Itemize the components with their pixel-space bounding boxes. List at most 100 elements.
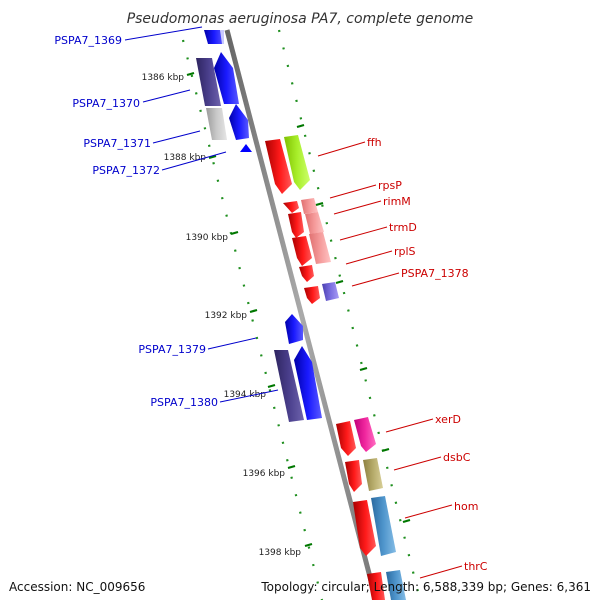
gene-label[interactable]: hom [454, 500, 478, 513]
tick-mark [304, 542, 313, 548]
gene-PSPA7_1371[interactable] [206, 104, 249, 140]
gene-label[interactable]: thrC [464, 560, 488, 573]
outer-tick [402, 518, 411, 524]
gene-labels-plus: ffh rpsP rimM trmD rplS PSPA7_1378 xerD … [367, 136, 488, 573]
gene-PSPA7_1369[interactable] [204, 30, 224, 44]
inner-dotted-track [181, 39, 324, 600]
gene-label[interactable]: ffh [367, 136, 382, 149]
tick-label: 1394 kbp [224, 390, 267, 400]
tick-label: 1388 kbp [164, 153, 207, 163]
callout-line [339, 226, 388, 241]
gene-arrow-PSPA7_1379[interactable] [285, 314, 303, 344]
gene-label[interactable]: PSPA7_1372 [92, 164, 160, 177]
gene-label[interactable]: xerD [435, 413, 461, 426]
gene-label[interactable]: PSPA7_1369 [54, 34, 122, 47]
gene-arrow-PSPA7_1370[interactable] [214, 52, 239, 104]
gene-arrow-PSPA7_1380[interactable] [294, 346, 322, 420]
callout-line [351, 272, 400, 287]
gene-arrow-rpsP-pink[interactable] [301, 198, 318, 214]
callout-line [317, 141, 366, 157]
gene-arrow-PSPA7_1371[interactable] [229, 104, 249, 140]
outer-tick [335, 279, 344, 285]
gene-label[interactable]: rpsP [378, 179, 402, 192]
gene-label[interactable]: dsbC [443, 451, 471, 464]
callout-line [385, 418, 434, 433]
gene-hom[interactable] [353, 496, 396, 556]
gene-label[interactable]: PSPA7_1371 [83, 137, 151, 150]
tick-label: 1396 kbp [243, 469, 286, 479]
tick-mark [267, 383, 276, 389]
tick-mark [208, 154, 217, 160]
outer-tick [381, 447, 390, 453]
gene-arrow-thrC-steel[interactable] [386, 570, 406, 600]
gene-label[interactable]: rimM [383, 195, 411, 208]
gene-label[interactable]: trmD [389, 221, 417, 234]
gene-arrow-PSPA7_1378[interactable] [304, 286, 320, 304]
tick-mark [249, 308, 258, 314]
outer-tick-group [296, 123, 411, 524]
callout-lines [124, 26, 463, 579]
callout-line [124, 26, 203, 41]
tick-mark [186, 71, 195, 77]
gene-arrow-trmD-pink[interactable] [309, 232, 331, 264]
gene-label[interactable]: PSPA7_1380 [150, 396, 218, 409]
genome-summary-text: Topology: circular; Length: 6,588,339 bp… [261, 580, 591, 594]
gene-PSPA7_1370[interactable] [196, 52, 239, 106]
outer-tick [315, 201, 324, 207]
gene-arrow-PSPA7_1372[interactable] [240, 144, 252, 152]
callout-line [419, 565, 463, 579]
gene-arrow-trmD[interactable] [292, 236, 312, 266]
gene-arrow-PSPA7_1378-violet[interactable] [322, 282, 339, 301]
gene-PSPA7_1378[interactable] [304, 282, 339, 304]
gene-arrow-ffh-lime[interactable] [284, 135, 310, 190]
callout-line [161, 151, 227, 171]
gene-rpsP-rimM[interactable] [283, 198, 324, 238]
gene-labels-minus: PSPA7_1369 PSPA7_1370 PSPA7_1371 PSPA7_1… [54, 34, 218, 409]
gene-arrow-rpsP[interactable] [283, 201, 299, 213]
tick-label: 1392 kbp [205, 311, 248, 321]
gene-arrow-ffh[interactable] [265, 139, 292, 194]
gene-PSPA7_1379[interactable] [285, 314, 303, 344]
callout-line [142, 89, 191, 103]
gene-label[interactable]: PSPA7_1378 [401, 267, 469, 280]
tick-label: 1398 kbp [259, 548, 302, 558]
gene-arrow-PSPA7_1380-dark[interactable] [274, 350, 304, 422]
gene-label[interactable]: PSPA7_1379 [138, 343, 206, 356]
gene-arrow-hom-steel[interactable] [371, 496, 396, 556]
gene-arrow-PSPA7_1369[interactable] [204, 30, 224, 44]
gene-arrow-dsbC-khaki[interactable] [363, 458, 383, 491]
gene-arrow-dsbC[interactable] [345, 460, 362, 492]
genome-title: Pseudomonas aeruginosa PA7, complete gen… [127, 11, 474, 27]
gene-dsbC[interactable] [345, 458, 383, 492]
gene-label[interactable]: PSPA7_1370 [72, 97, 140, 110]
tick-label: 1390 kbp [186, 233, 229, 243]
gene-ffh[interactable] [265, 135, 310, 194]
gene-arrow-rimM[interactable] [288, 212, 304, 238]
gene-thrC[interactable] [367, 570, 406, 600]
callout-line [329, 184, 377, 199]
gene-trmD-rplS[interactable] [292, 232, 331, 282]
gene-arrow-thrC[interactable] [367, 572, 385, 600]
gene-arrow-PSPA7_1370-dark[interactable] [196, 58, 221, 106]
gene-arrow-hom[interactable] [353, 500, 376, 556]
callout-line [404, 504, 453, 519]
gene-arrow-PSPA7_1371-gray[interactable] [206, 108, 227, 140]
accession-text: Accession: NC_009656 [9, 580, 146, 594]
gene-label[interactable]: rplS [394, 245, 416, 258]
callout-line [207, 337, 257, 350]
gene-arrow-xerD-magenta[interactable] [354, 417, 376, 452]
gene-arrow-rplS[interactable] [299, 265, 314, 282]
gene-xerD[interactable] [336, 417, 376, 456]
outer-tick [296, 123, 305, 129]
outer-tick [359, 366, 368, 372]
tick-mark [230, 230, 239, 236]
gene-arrow-xerD[interactable] [336, 421, 356, 456]
genome-backbone [224, 29, 379, 600]
callout-line [345, 250, 393, 265]
gene-PSPA7_1380[interactable] [274, 346, 322, 422]
callout-line [393, 456, 442, 471]
gene-arrow-rimM-pink[interactable] [305, 212, 324, 234]
tick-group: 1386 kbp 1388 kbp 1390 kbp 1392 kbp 1394… [142, 71, 313, 558]
callout-line [152, 130, 201, 144]
